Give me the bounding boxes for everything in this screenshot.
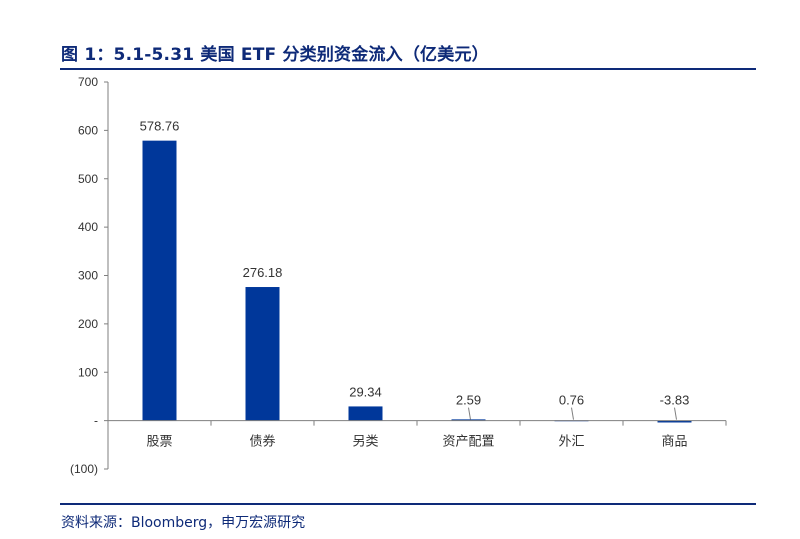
y-tick-label: 100 [78, 365, 98, 379]
x-category-label: 股票 [146, 435, 172, 450]
label-leader-line [468, 407, 471, 420]
y-tick-label: 600 [78, 123, 98, 137]
data-label: 2.59 [456, 393, 481, 408]
data-labels: 578.76 276.18 29.34 2.59 0.76 -3.83 [140, 119, 690, 420]
data-label: 578.76 [140, 119, 180, 134]
bar [245, 287, 280, 421]
bar [348, 406, 383, 421]
bar [657, 420, 692, 423]
y-tick-label: 700 [78, 75, 98, 89]
y-tick-label: - [94, 414, 98, 428]
y-tick-label: 300 [78, 269, 98, 283]
data-label: 0.76 [559, 393, 584, 408]
title-rule [60, 68, 756, 70]
y-tick-label: (100) [70, 462, 98, 476]
data-label: 276.18 [243, 265, 283, 280]
bar [451, 419, 486, 421]
x-axis: 股票 债券 另类 资产配置 外汇 商品 [107, 420, 727, 450]
x-category-label: 另类 [352, 435, 378, 450]
y-tick-label: 500 [78, 172, 98, 186]
bar [142, 140, 177, 421]
x-category-label: 资产配置 [442, 435, 494, 450]
footer-rule [60, 503, 756, 505]
y-tick-label: 200 [78, 317, 98, 331]
chart-title: 图 1：5.1-5.31 美国 ETF 分类别资金流入（亿美元） [61, 45, 489, 65]
source-note: 资料来源：Bloomberg，申万宏源研究 [61, 515, 306, 531]
label-leader-line [674, 407, 677, 420]
y-axis: 700 600 500 400 300 200 100 - (100) [70, 75, 109, 476]
x-category-label: 债券 [249, 434, 275, 450]
label-leader-line [571, 407, 574, 420]
x-category-label: 外汇 [558, 435, 584, 450]
data-label: 29.34 [349, 384, 382, 399]
bars [142, 140, 692, 423]
x-category-label: 商品 [661, 435, 687, 450]
data-label: -3.83 [660, 393, 690, 408]
y-tick-label: 400 [78, 220, 98, 234]
